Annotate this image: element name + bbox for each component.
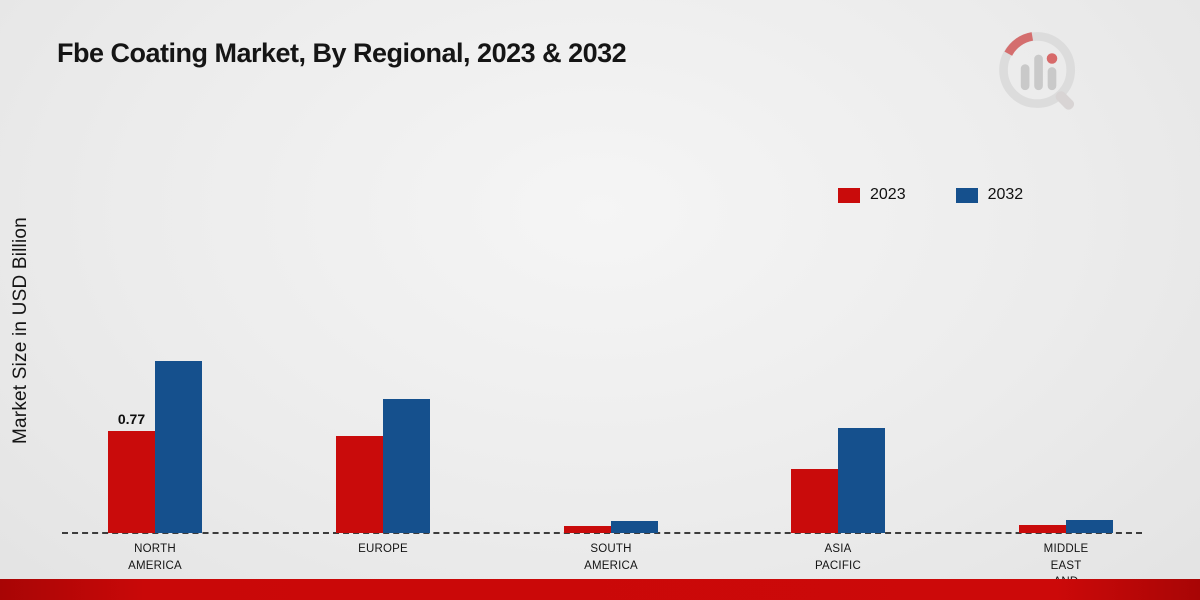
category-label-south-america: SOUTH AMERICA bbox=[584, 543, 638, 572]
bar-2023-asia-pacific bbox=[791, 469, 838, 533]
category-label-europe: EUROPE bbox=[358, 543, 408, 555]
legend: 2023 2032 bbox=[838, 186, 1023, 204]
bar-2023-north-america bbox=[108, 431, 155, 533]
legend-label-2032: 2032 bbox=[987, 186, 1024, 203]
category-label-north-america: NORTH AMERICA bbox=[128, 543, 182, 572]
bar-2023-europe bbox=[336, 436, 383, 533]
category-label-asia-pacific: ASIA PACIFIC bbox=[815, 543, 861, 572]
bar-2032-south-america bbox=[611, 521, 658, 533]
brand-logo-icon bbox=[999, 32, 1076, 110]
legend-item-2032: 2032 bbox=[955, 186, 1024, 204]
bar-value-label-north-america: 0.77 bbox=[117, 410, 146, 427]
legend-item-2023: 2023 bbox=[838, 186, 906, 204]
bar-2032-asia-pacific bbox=[838, 428, 885, 533]
legend-label-2023: 2023 bbox=[870, 186, 906, 203]
x-axis-baseline bbox=[62, 532, 1142, 534]
bar-2032-europe bbox=[383, 399, 430, 533]
bar-2032-north-america bbox=[155, 361, 202, 533]
bar-2023-south-america bbox=[564, 526, 611, 533]
chart-title: Fbe Coating Market, By Regional, 2023 & … bbox=[57, 38, 627, 68]
bar-2032-middle-east-and bbox=[1066, 520, 1113, 533]
legend-swatch-2023 bbox=[838, 187, 860, 203]
bar-2023-middle-east-and bbox=[1019, 525, 1066, 533]
footer-red-strip bbox=[0, 579, 1200, 600]
legend-swatch-2032 bbox=[955, 187, 978, 203]
